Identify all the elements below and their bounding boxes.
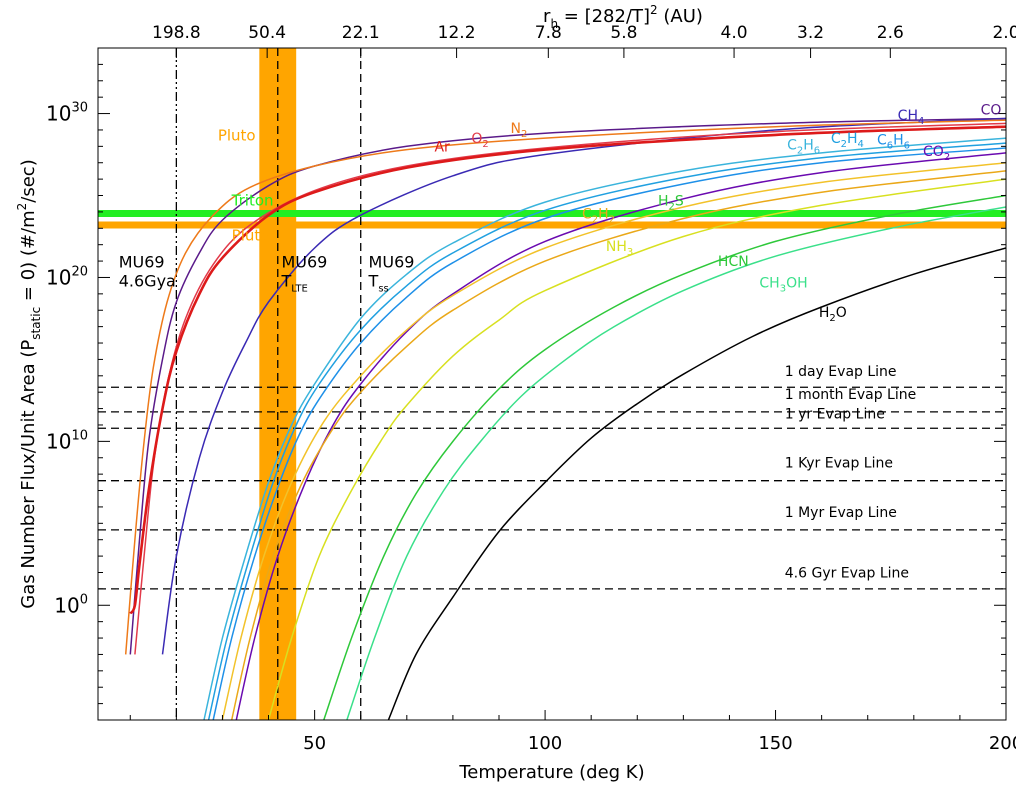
- series-label-co_top: CO: [981, 102, 1002, 118]
- series-label-nh3: NH3: [606, 239, 633, 258]
- top-axis-label: rh = [282/T]2 (AU): [543, 3, 703, 31]
- mu69-annotation-0-line1: MU69: [119, 253, 165, 272]
- mu69-annotation-1-line2: TLTE: [280, 272, 307, 295]
- series-label-c2h6: C2H6: [787, 138, 820, 157]
- x-tick-label-150: 150: [758, 733, 792, 754]
- x-axis-label: Temperature (deg K): [458, 762, 644, 783]
- series-line-co2: [235, 152, 1006, 720]
- top-tick-label: 2.6: [877, 23, 904, 43]
- series-line-co: [129, 117, 1006, 655]
- y-tick-label-10: 1010: [46, 428, 88, 453]
- evap-line-label-4: 1 Myr Evap Line: [785, 505, 897, 521]
- triton-label: Triton: [231, 191, 274, 209]
- series-line-c6h6: [212, 147, 1006, 720]
- series-label-n2: N2: [511, 121, 528, 140]
- pluto-label: Pluto: [232, 227, 270, 245]
- series-label-h2s: H2S: [658, 193, 684, 212]
- evap-line-label-0: 1 day Evap Line: [785, 364, 897, 380]
- series-label-h2o: H2O: [819, 305, 847, 324]
- top-tick-label: 2.0: [992, 23, 1016, 43]
- x-tick-label-50: 50: [303, 733, 326, 754]
- evap-line-label-1: 1 month Evap Line: [785, 387, 916, 403]
- series-line-ar: [129, 125, 1006, 615]
- series-label-ar: Ar: [434, 139, 450, 155]
- x-tick-label-200: 200: [989, 733, 1016, 754]
- series-line-hcn: [323, 194, 1006, 720]
- top-tick-label: 4.0: [721, 23, 748, 43]
- mu69-annotation-2-line2: Tss: [368, 272, 389, 295]
- y-tick-label-0: 100: [54, 592, 88, 617]
- series-label-ch4: CH4: [898, 108, 925, 127]
- series-label-co2: CO2: [923, 144, 950, 163]
- evap-line-label-5: 4.6 Gyr Evap Line: [785, 565, 909, 581]
- y-tick-label-20: 1020: [46, 264, 88, 289]
- x-axis-title: Temperature (deg K): [458, 762, 644, 783]
- series-line-nh3: [267, 178, 1006, 720]
- y-axis-label: Gas Number Flux/Unit Area (Pstatic = 0) …: [15, 159, 43, 608]
- series-label-c6h6: C6H6: [877, 133, 910, 152]
- top-tick-label: 12.2: [438, 23, 476, 43]
- top-tick-label: 22.1: [342, 23, 380, 43]
- series-line-c2h2: [221, 161, 1006, 720]
- pluto-upper-label: Pluto: [218, 127, 256, 145]
- mu69-annotation-1-line1: MU69: [281, 253, 327, 272]
- top-tick-label: 7.8: [535, 23, 562, 43]
- series-line-h2s: [230, 170, 1006, 720]
- top-tick-label: 50.4: [248, 23, 286, 43]
- series-line-n2: [124, 119, 1006, 655]
- series-line-h2o: [387, 247, 1006, 720]
- series-label-ch3oh: CH3OH: [759, 275, 807, 294]
- series-label-hcn: HCN: [718, 254, 749, 270]
- x-tick-label-100: 100: [528, 733, 562, 754]
- mu69-annotation-0-line2: 4.6Gya: [119, 272, 176, 291]
- plot-frame: [97, 47, 1007, 721]
- evap-line-label-3: 1 Kyr Evap Line: [785, 456, 893, 472]
- series-label-c2h2: C2H2: [582, 206, 615, 225]
- top-tick-label: 3.2: [797, 23, 824, 43]
- series-line-c2h4: [207, 142, 1006, 720]
- top-tick-label: 5.8: [610, 23, 637, 43]
- top-tick-label: 198.8: [152, 23, 201, 43]
- evap-line-label-2: 1 yr Evap Line: [785, 406, 885, 422]
- series-label-c2h4: C2H4: [831, 131, 864, 150]
- series-label-o2: O2: [471, 131, 488, 150]
- mu69-annotation-2-line1: MU69: [369, 253, 415, 272]
- series-line-c2h6: [203, 137, 1006, 720]
- orange-temperature-band: [259, 48, 297, 720]
- y-tick-label-30: 1030: [46, 101, 88, 126]
- series-line-ch3oh: [346, 206, 1006, 720]
